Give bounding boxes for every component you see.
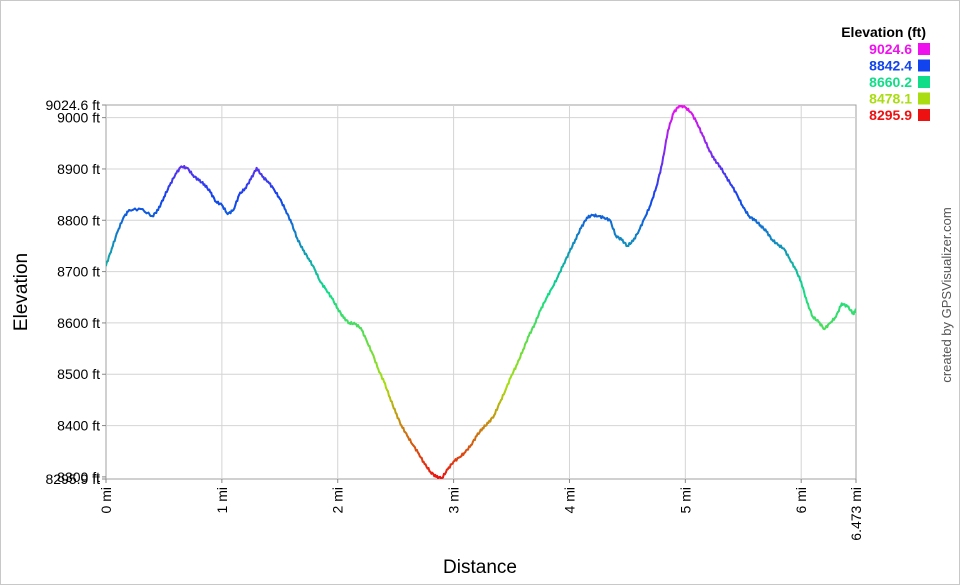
x-tick-label: 0 mi xyxy=(98,487,114,513)
legend-swatch xyxy=(918,43,930,55)
legend-entry-label: 8478.1 xyxy=(869,91,912,107)
legend-entry-label: 8842.4 xyxy=(869,58,912,74)
y-tick-label: 8600 ft xyxy=(57,315,100,331)
legend-swatch xyxy=(918,109,930,121)
x-axis-title: Distance xyxy=(443,557,517,578)
y-tick-label: 8700 ft xyxy=(57,264,100,280)
y-tick-label: 9000 ft xyxy=(57,110,100,126)
y-tick-label: 8900 ft xyxy=(57,161,100,177)
x-tick-label: 5 mi xyxy=(677,487,693,513)
elevation-line xyxy=(106,105,856,479)
x-tick-label: 4 mi xyxy=(561,487,577,513)
legend-entry-label: 9024.6 xyxy=(869,41,912,57)
x-tick-label: 2 mi xyxy=(330,487,346,513)
credit-text: created by GPSVisualizer.com xyxy=(939,207,954,382)
elevation-line-segment xyxy=(664,139,668,149)
y-tick-label: 8295.9 ft xyxy=(46,471,101,487)
y-tick-label: 8500 ft xyxy=(57,366,100,382)
plot-area xyxy=(105,104,857,480)
x-axis-ticks: 0 mi 1 mi 2 mi 3 mi 4 mi 5 mi 6 mi 6.473 mi xyxy=(98,479,864,541)
elevation-line-segment xyxy=(665,129,669,139)
legend-entry-label: 8295.9 xyxy=(869,107,912,123)
legend-title: Elevation (ft) xyxy=(841,24,926,40)
y-tick-label: 9024.6 ft xyxy=(46,97,101,113)
legend-swatch xyxy=(918,92,930,105)
grid-lines xyxy=(106,105,856,479)
legend-swatch xyxy=(918,76,930,88)
y-tick-label: 8800 ft xyxy=(57,212,100,228)
y-axis-title: Elevation xyxy=(11,253,32,331)
y-tick-label: 8400 ft xyxy=(57,418,100,434)
x-tick-label: 6 mi xyxy=(793,487,809,513)
y-tick-label: 8300 ft xyxy=(57,469,100,485)
legend: Elevation (ft) 9024.68842.48660.28478.18… xyxy=(841,24,930,123)
x-tick-label: 6.473 mi xyxy=(848,487,864,541)
elevation-line-segment xyxy=(661,156,665,165)
legend-entry-label: 8660.2 xyxy=(869,74,912,90)
elevation-line-segment xyxy=(663,146,667,155)
legend-swatch xyxy=(918,59,930,72)
x-tick-label: 3 mi xyxy=(446,487,462,513)
x-tick-label: 1 mi xyxy=(214,487,230,513)
